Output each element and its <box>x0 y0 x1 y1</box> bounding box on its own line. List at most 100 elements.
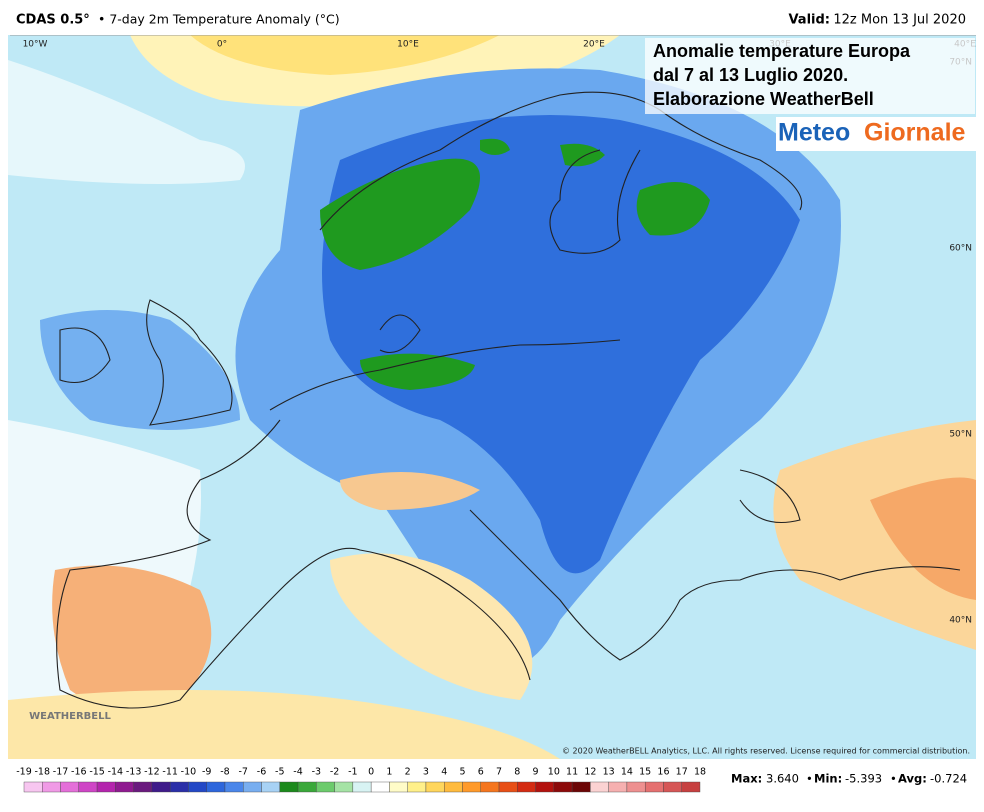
colorbar-label: 1 <box>386 767 392 778</box>
colorbar-cell <box>316 781 335 793</box>
colorbar-cell <box>133 781 153 793</box>
overlay-line: Elaborazione WeatherBell <box>653 89 874 109</box>
stat-value: 3.640 <box>766 772 799 786</box>
colorbar-label: 9 <box>533 767 539 778</box>
colorbar-cell <box>535 781 555 793</box>
overlay-line: Anomalie temperature Europa <box>653 41 911 61</box>
anomaly-green <box>480 138 605 167</box>
colorbar-cell <box>517 781 536 793</box>
longitude-label: 10°E <box>397 40 419 50</box>
colorbar-label: 5 <box>459 767 465 778</box>
anomaly-warm <box>190 35 500 75</box>
logo-giornale: Giornale <box>864 119 966 147</box>
coastline <box>469 469 961 661</box>
stat-label: Max: <box>731 772 762 786</box>
anomaly-warm <box>340 472 480 510</box>
latitude-label: 60°N <box>949 244 972 254</box>
colorbar-label: 6 <box>478 767 484 778</box>
colorbar-cell <box>78 781 98 793</box>
colorbar-cell <box>42 781 61 793</box>
colorbar-label: -18 <box>35 767 51 778</box>
anomaly-warm <box>330 553 533 700</box>
valid-label: Valid: <box>788 13 830 28</box>
colorbar-label: -13 <box>126 767 142 778</box>
colorbar-label: -6 <box>257 767 266 778</box>
anomaly-green <box>360 353 475 390</box>
colorbar-cell <box>224 781 244 793</box>
anomaly-green <box>636 182 710 236</box>
anomaly-warm <box>870 477 976 600</box>
colorbar-cell <box>188 781 207 793</box>
coastline <box>319 91 803 254</box>
colorbar-label: 10 <box>548 767 560 778</box>
colorbar-label: 12 <box>584 767 596 778</box>
stat-label: Min: <box>814 772 842 786</box>
colorbar-label: -8 <box>220 767 229 778</box>
colorbar-label: 2 <box>405 767 411 778</box>
colorbar-label: -15 <box>89 767 105 778</box>
colorbar-label: -12 <box>144 767 160 778</box>
latitude-label: 50°N <box>949 430 972 440</box>
colorbar-cell <box>553 781 573 793</box>
colorbar-label: -5 <box>275 767 284 778</box>
colorbar-label: -14 <box>108 767 124 778</box>
colorbar-cell <box>352 781 372 793</box>
valid-value: 12z Mon 13 Jul 2020 <box>833 13 966 28</box>
colorbar-label: 16 <box>657 767 669 778</box>
longitude-label: 10°W <box>23 40 48 50</box>
colorbar-cell <box>169 781 189 793</box>
anomaly-cool <box>40 310 240 430</box>
colorbar-cell <box>608 781 628 793</box>
colorbar-cell <box>261 781 280 793</box>
colorbar-cell <box>96 781 116 793</box>
colorbar-label: -11 <box>162 767 178 778</box>
anomaly-warm <box>773 420 976 650</box>
colorbar-label: -10 <box>181 767 197 778</box>
colorbar-cell <box>370 781 390 793</box>
colorbar-cell <box>681 781 701 793</box>
separator: • <box>806 772 813 786</box>
anomaly-warm <box>52 565 212 708</box>
colorbar-label: -17 <box>53 767 69 778</box>
colorbar-cell <box>206 781 226 793</box>
colorbar-label: 0 <box>368 767 374 778</box>
colorbar-label: 8 <box>514 767 520 778</box>
overlay-line: dal 7 al 13 Luglio 2020. <box>653 65 848 85</box>
anomaly-neutral <box>8 60 245 184</box>
colorbar-cell <box>626 781 646 793</box>
colorbar-label: -2 <box>330 767 339 778</box>
overlay-box <box>645 38 975 114</box>
colorbar-label: 15 <box>639 767 651 778</box>
colorbar-cell <box>590 781 609 793</box>
colorbar-label: -7 <box>239 767 248 778</box>
colorbar-cell <box>571 781 591 793</box>
colorbar-label: 13 <box>603 767 615 778</box>
colorbar-label: -19 <box>16 767 32 778</box>
colorbar-label: 18 <box>694 767 706 778</box>
longitude-label: 20°E <box>583 40 605 50</box>
logo-box <box>776 117 976 151</box>
colorbar-cell <box>498 781 518 793</box>
separator: • <box>890 772 897 786</box>
colorbar-cell <box>23 781 43 793</box>
anomaly-green <box>320 158 480 270</box>
map: WEATHERBELL 10°W0°10°E20°E30°E40°E 70°N6… <box>8 35 976 759</box>
colorbar-label: 7 <box>496 767 502 778</box>
colorbar-cell <box>243 781 262 793</box>
colorbar-label: -16 <box>71 767 87 778</box>
colorbar-cell <box>60 781 80 793</box>
colorbar-label: 11 <box>566 767 578 778</box>
colorbar-cell <box>425 781 445 793</box>
colorbar-label: -3 <box>312 767 321 778</box>
latitude-label: 40°N <box>949 616 972 626</box>
colorbar-label: 3 <box>423 767 429 778</box>
stat-value: -5.393 <box>845 772 882 786</box>
colorbar-label: 14 <box>621 767 633 778</box>
stat-value: -0.724 <box>930 772 967 786</box>
colorbar-cell <box>407 781 427 793</box>
product: CDAS 0.5° <box>16 13 90 28</box>
colorbar-cell <box>334 781 354 793</box>
stat-label: Avg: <box>898 772 927 786</box>
colorbar-cell <box>151 781 171 793</box>
colorbar-label: 17 <box>676 767 688 778</box>
